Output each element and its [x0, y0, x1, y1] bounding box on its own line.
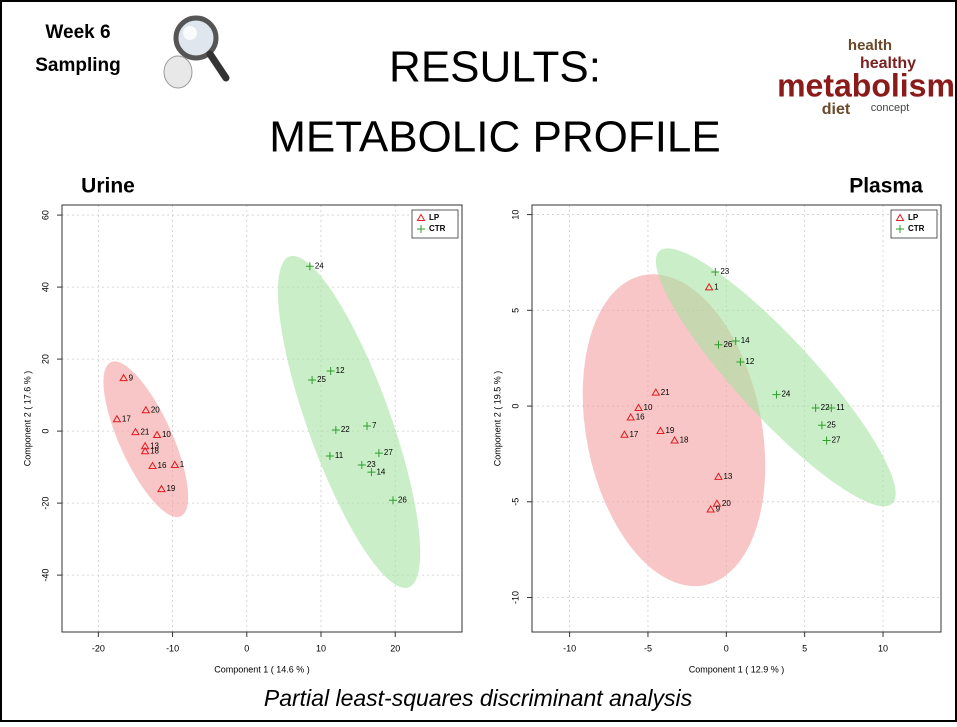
point-label: 18: [680, 436, 689, 445]
x-tick-label: 0: [724, 643, 729, 653]
point-label: 26: [398, 495, 407, 504]
y-tick-label: 60: [40, 210, 50, 220]
y-axis-label: Component 2 ( 17.6 % ): [22, 371, 32, 467]
word-cloud-word: health: [848, 37, 892, 54]
y-axis-label: Component 2 ( 19.5 % ): [492, 371, 502, 467]
page: Week 6 Sampling RESULTS: METABOLIC PROFI…: [0, 0, 957, 722]
y-tick-label: -20: [40, 497, 50, 510]
x-tick-label: -5: [644, 643, 652, 653]
legend: LP CTR: [891, 210, 937, 238]
point-label: 21: [140, 427, 149, 436]
y-tick-label: -10: [510, 591, 520, 604]
point-label: 1: [714, 282, 719, 291]
point-label: 12: [336, 366, 345, 375]
y-tick-label: 0: [40, 429, 50, 434]
point-label: 14: [741, 336, 750, 345]
point-label: 19: [166, 484, 175, 493]
panel-label: Urine: [81, 175, 135, 198]
panel-label: Plasma: [849, 175, 923, 198]
point-label: 24: [781, 390, 790, 399]
point-label: 16: [158, 461, 167, 470]
x-tick-label: -10: [166, 643, 179, 653]
point-label: 9: [129, 373, 134, 382]
title-line-1: RESULTS:: [389, 43, 601, 92]
point-label: 17: [629, 430, 638, 439]
x-axis-label: Component 1 ( 14.6 % ): [214, 664, 310, 674]
point-label: 18: [150, 446, 159, 455]
legend: LP CTR: [412, 210, 458, 238]
x-tick-label: 0: [244, 643, 249, 653]
word-cloud-word: metabolism: [777, 67, 955, 103]
point-label: 27: [832, 436, 841, 445]
point-label: 16: [636, 413, 645, 422]
x-tick-label: -20: [92, 643, 105, 653]
point-label: 26: [723, 340, 732, 349]
point-label: 22: [341, 425, 350, 434]
x-tick-label: -10: [563, 643, 576, 653]
legend-label: CTR: [908, 224, 925, 233]
point-label: 7: [372, 421, 377, 430]
week-label: Week 6: [45, 22, 110, 43]
title-line-2: METABOLIC PROFILE: [269, 113, 721, 162]
x-tick-label: 10: [316, 643, 326, 653]
y-tick-label: 40: [40, 282, 50, 292]
point-label: 27: [384, 448, 393, 457]
point-label: 13: [723, 472, 732, 481]
point-label: 25: [827, 420, 836, 429]
point-label: 10: [644, 403, 653, 412]
y-tick-label: -5: [510, 498, 520, 506]
point-label: 10: [162, 430, 171, 439]
slide: Week 6 Sampling RESULTS: METABOLIC PROFI…: [0, 0, 957, 722]
y-tick-label: 10: [510, 210, 520, 220]
y-tick-label: 0: [510, 404, 520, 409]
legend-label: LP: [908, 213, 919, 222]
point-label: 20: [722, 499, 731, 508]
point-label: 25: [317, 375, 326, 384]
legend-label: CTR: [429, 224, 446, 233]
y-tick-label: 5: [510, 308, 520, 313]
footer: Partial least-squares discriminant analy…: [264, 685, 693, 711]
point-label: 23: [367, 460, 376, 469]
point-label: 11: [335, 451, 344, 460]
x-tick-label: 5: [802, 643, 807, 653]
point-label: 24: [315, 261, 324, 270]
point-label: 11: [836, 403, 845, 412]
word-cloud-word: concept: [871, 102, 910, 114]
point-label: 1: [180, 460, 185, 469]
sampling-label: Sampling: [35, 55, 121, 76]
point-label: 9: [716, 505, 721, 514]
point-label: 19: [665, 426, 674, 435]
point-label: 12: [745, 357, 754, 366]
point-label: 20: [151, 405, 160, 414]
point-label: 14: [376, 467, 385, 476]
y-tick-label: 20: [40, 354, 50, 364]
legend-label: LP: [429, 213, 440, 222]
point-label: 23: [720, 267, 729, 276]
x-axis-label: Component 1 ( 12.9 % ): [689, 664, 785, 674]
word-cloud-word: diet: [822, 101, 851, 118]
x-tick-label: 20: [390, 643, 400, 653]
point-label: 21: [661, 388, 670, 397]
y-tick-label: -40: [40, 569, 50, 582]
point-label: 17: [122, 414, 131, 423]
x-tick-label: 10: [878, 643, 888, 653]
